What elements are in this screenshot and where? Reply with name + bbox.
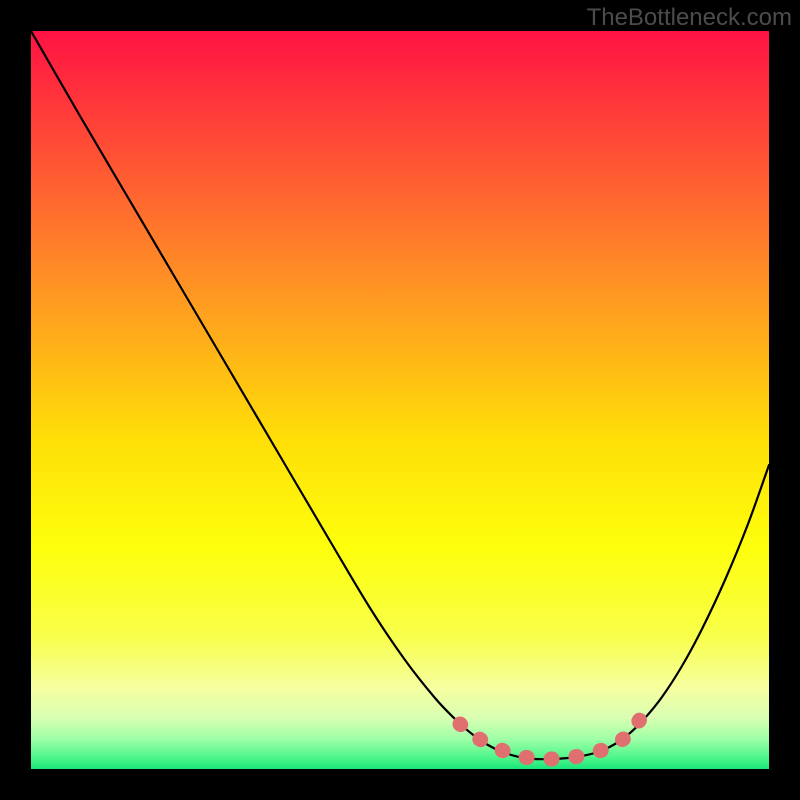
- bottleneck-curve-chart: [0, 0, 800, 800]
- plot-background-gradient: [31, 31, 769, 769]
- chart-stage: TheBottleneck.com: [0, 0, 800, 800]
